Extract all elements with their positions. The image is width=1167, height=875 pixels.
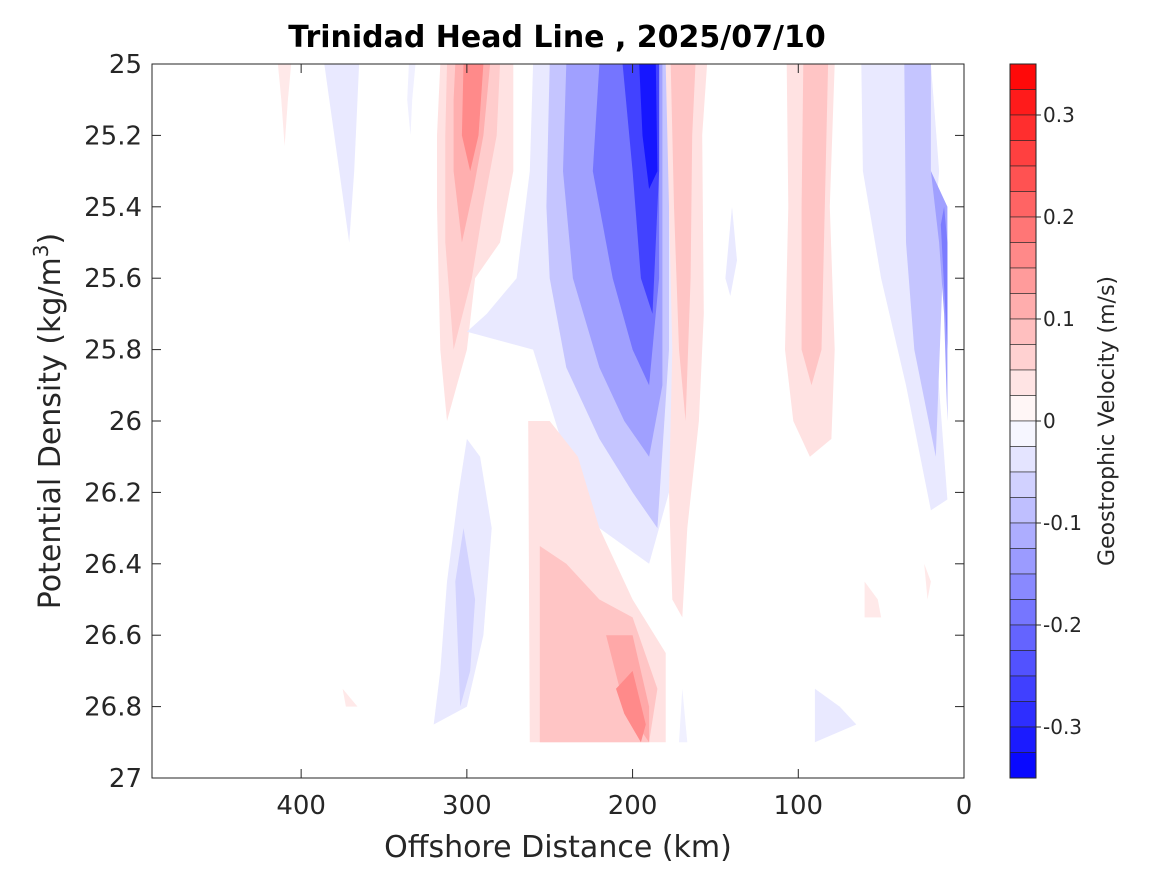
y-axis-label-main: Potential Density (kg/m: [33, 257, 68, 609]
colorbar-segment: [1009, 63, 1037, 90]
contour-band-1: [277, 64, 292, 147]
x-tick-label: 100: [773, 791, 823, 821]
contour-band-7: [461, 64, 484, 172]
contour-band-19: [904, 64, 945, 457]
colorbar-segment: [1009, 114, 1037, 141]
contour-band-28: [455, 528, 476, 707]
x-tick-label: 0: [956, 791, 973, 821]
colorbar-segment: [1009, 191, 1037, 218]
colorbar-tick-label: 0.2: [1043, 205, 1075, 229]
colorbar-segment: [1009, 446, 1037, 473]
y-tick-label: 25.2: [84, 121, 142, 151]
colorbar-segment: [1009, 165, 1037, 192]
colorbar-label: Geostrophic Velocity (m/s): [1095, 276, 1120, 566]
y-tick-label: 26.8: [84, 693, 142, 723]
colorbar-segment: [1009, 318, 1037, 345]
colorbar-tick-label: 0: [1043, 409, 1056, 433]
chart-title: Trinidad Head Line , 2025/07/10: [288, 20, 825, 55]
contour-band-17: [801, 64, 829, 386]
colorbar-segment: [1009, 420, 1037, 447]
contour-band-33: [814, 688, 857, 743]
colorbar-segments: [1009, 63, 1037, 779]
colorbar-tick-label: -0.1: [1043, 511, 1082, 535]
colorbar-segment: [1009, 726, 1037, 753]
y-tick-label: 25.4: [84, 193, 142, 223]
y-tick-label: 26.4: [84, 550, 142, 580]
colorbar-tick-label: 0.1: [1043, 307, 1075, 331]
y-axis-label: Potential Density (kg/m3): [29, 233, 68, 609]
contour-band-21: [940, 206, 948, 350]
x-tick-label: 300: [442, 791, 492, 821]
colorbar-segment: [1009, 573, 1037, 600]
colorbar-segment: [1009, 599, 1037, 626]
colorbar: 0.3 0.2 0.1 0 -0.1 -0.2 -0.3 Geostrophic Veloc…: [1009, 63, 1120, 779]
colorbar-segment: [1009, 395, 1037, 422]
contour-band-3: [407, 64, 416, 136]
y-tick-label: 25.8: [84, 336, 142, 366]
y-tick-label: 25: [109, 50, 142, 80]
contour-band-15: [670, 64, 696, 421]
y-tick-label: 26.6: [84, 621, 142, 651]
y-tick-label: 27: [109, 764, 142, 794]
colorbar-segment: [1009, 548, 1037, 575]
y-ticks: 25 25.2 25.4 25.6 25.8 26 26.2 26.4 26.6 26.8 27: [84, 50, 964, 794]
colorbar-segment: [1009, 89, 1037, 116]
x-tick-label: 400: [276, 791, 326, 821]
contour-band-32: [924, 563, 931, 600]
y-tick-label: 26.2: [84, 478, 142, 508]
colorbar-segment: [1009, 701, 1037, 728]
colorbar-segment: [1009, 140, 1037, 167]
contour-layer: [277, 64, 948, 743]
contour-band-30: [342, 688, 358, 707]
y-tick-label: 25.6: [84, 264, 142, 294]
x-ticks: 400 300 200 100 0: [276, 64, 972, 821]
y-tick-label: 26: [109, 407, 142, 437]
contour-band-13: [639, 64, 658, 189]
contour-band-2: [324, 64, 360, 243]
plot-area: 400 300 200 100 0 25 25.2 25.4 25.6 25.8 26 26.2 26…: [84, 50, 972, 821]
x-axis-label: Offshore Distance (km): [384, 830, 732, 865]
colorbar-segment: [1009, 752, 1037, 779]
colorbar-tick-label: -0.3: [1043, 715, 1082, 739]
colorbar-ticks: 0.3 0.2 0.1 0 -0.1 -0.2 -0.3: [1036, 103, 1082, 739]
colorbar-segment: [1009, 293, 1037, 320]
colorbar-segment: [1009, 471, 1037, 498]
colorbar-segment: [1009, 650, 1037, 677]
y-axis-label-superscript: 3: [29, 244, 53, 257]
colorbar-tick-label: -0.2: [1043, 613, 1082, 637]
colorbar-segment: [1009, 344, 1037, 371]
colorbar-tick-label: 0.3: [1043, 103, 1075, 127]
colorbar-segment: [1009, 522, 1037, 549]
colorbar-segment: [1009, 216, 1037, 243]
y-axis-label-close: ): [33, 233, 68, 245]
colorbar-segment: [1009, 242, 1037, 269]
colorbar-segment: [1009, 267, 1037, 294]
contour-band-29: [679, 688, 688, 743]
colorbar-segment: [1009, 369, 1037, 396]
contour-band-31: [864, 581, 882, 618]
contour-band-26: [616, 670, 646, 743]
x-tick-label: 200: [608, 791, 658, 821]
colorbar-segment: [1009, 624, 1037, 651]
colorbar-segment: [1009, 675, 1037, 702]
contour-band-22: [725, 206, 737, 296]
colorbar-segment: [1009, 497, 1037, 524]
